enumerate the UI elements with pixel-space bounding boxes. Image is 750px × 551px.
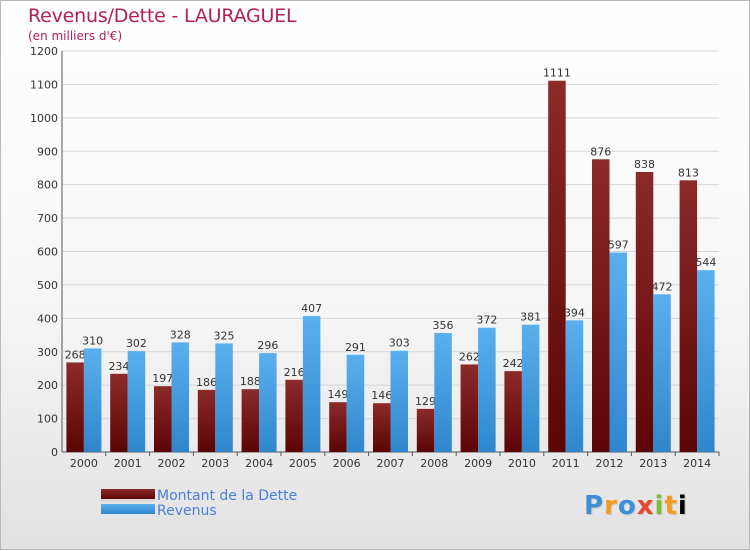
bar-revenue-2005 xyxy=(302,315,321,452)
data-label-revenue-2000: 310 xyxy=(82,334,103,347)
bar-debt-2002 xyxy=(154,386,172,452)
x-tick-label: 2006 xyxy=(333,457,361,470)
bar-debt-2011 xyxy=(548,80,566,452)
x-tick-label: 2003 xyxy=(201,457,229,470)
y-tick-label: 300 xyxy=(37,346,58,359)
bar-debt-2006 xyxy=(329,402,347,452)
x-tick-label: 2012 xyxy=(596,457,624,470)
data-label-revenue-2013: 472 xyxy=(652,280,673,293)
bar-revenue-2012 xyxy=(609,252,627,452)
bar-debt-2004 xyxy=(241,389,260,452)
data-label-debt-2006: 149 xyxy=(327,388,348,401)
x-tick-label: 2014 xyxy=(683,457,711,470)
y-tick-label: 900 xyxy=(37,145,58,158)
data-label-revenue-2006: 291 xyxy=(345,341,366,354)
bar-revenue-2004 xyxy=(259,353,277,452)
x-tick-label: 2013 xyxy=(639,457,667,470)
data-label-debt-2007: 146 xyxy=(371,389,392,402)
bar-debt-2005 xyxy=(285,379,303,452)
data-label-revenue-2008: 356 xyxy=(433,319,454,332)
data-label-revenue-2011: 394 xyxy=(564,306,585,319)
bar-debt-2001 xyxy=(110,373,128,452)
y-tick-label: 500 xyxy=(37,279,58,292)
bar-revenue-2000 xyxy=(83,348,102,452)
proxiti-logo: Proxiti xyxy=(584,491,688,521)
y-tick-label: 700 xyxy=(37,212,58,225)
data-label-debt-2000: 268 xyxy=(65,348,86,361)
bar-revenue-2006 xyxy=(346,354,365,452)
bar-debt-2012 xyxy=(592,159,610,452)
bar-debt-2010 xyxy=(504,371,522,452)
data-label-debt-2013: 838 xyxy=(634,158,655,171)
bar-debt-2007 xyxy=(373,403,391,452)
data-label-revenue-2010: 381 xyxy=(520,311,541,324)
bar-revenue-2001 xyxy=(127,351,146,452)
data-label-debt-2003: 186 xyxy=(196,376,217,389)
bar-revenue-2011 xyxy=(565,320,584,452)
data-label-debt-2014: 813 xyxy=(678,166,699,179)
bar-debt-2009 xyxy=(460,364,479,452)
legend-swatch-debt xyxy=(101,489,155,499)
x-tick-label: 2011 xyxy=(552,457,580,470)
x-tick-label: 2002 xyxy=(158,457,186,470)
data-label-revenue-2002: 328 xyxy=(170,328,191,341)
bar-revenue-2008 xyxy=(434,333,452,452)
legend-swatch-revenue xyxy=(101,504,155,514)
x-tick-label: 2000 xyxy=(70,457,98,470)
bar-debt-2013 xyxy=(635,171,654,453)
data-label-debt-2004: 188 xyxy=(240,375,261,388)
x-tick-label: 2010 xyxy=(508,457,536,470)
y-tick-label: 400 xyxy=(37,312,58,325)
y-tick-label: 100 xyxy=(37,413,58,426)
y-tick-label: 1000 xyxy=(30,112,58,125)
legend-label-revenue: Revenus xyxy=(157,503,217,519)
x-tick-label: 2009 xyxy=(464,457,492,470)
y-tick-label: 800 xyxy=(37,179,58,192)
data-label-revenue-2009: 372 xyxy=(476,314,497,327)
x-tick-label: 2001 xyxy=(114,457,142,470)
legend-label-debt: Montant de la Dette xyxy=(157,488,297,504)
chart-title: Revenus/Dette - LAURAGUEL xyxy=(28,5,297,27)
x-tick-label: 2008 xyxy=(420,457,448,470)
bar-revenue-2003 xyxy=(215,343,233,452)
data-label-debt-2011: 1111 xyxy=(543,67,571,80)
bar-revenue-2014 xyxy=(697,270,715,452)
bar-debt-2014 xyxy=(679,180,698,452)
data-label-revenue-2001: 302 xyxy=(126,337,147,350)
data-label-debt-2001: 234 xyxy=(108,360,129,373)
x-tick-label: 2007 xyxy=(377,457,405,470)
bar-debt-2000 xyxy=(66,362,84,452)
data-label-revenue-2014: 544 xyxy=(695,256,716,269)
data-label-revenue-2003: 325 xyxy=(214,329,235,342)
data-label-revenue-2005: 407 xyxy=(301,302,322,315)
data-label-debt-2005: 216 xyxy=(284,366,305,379)
data-label-debt-2008: 129 xyxy=(415,395,436,408)
bar-revenue-2009 xyxy=(478,327,496,452)
bar-debt-2008 xyxy=(416,408,435,452)
data-label-revenue-2012: 597 xyxy=(608,239,629,252)
legend-swatch-separator xyxy=(101,499,155,502)
y-tick-label: 0 xyxy=(51,446,58,459)
data-label-debt-2002: 197 xyxy=(152,372,173,385)
data-label-revenue-2007: 303 xyxy=(389,337,410,350)
y-tick-label: 1100 xyxy=(30,78,58,91)
data-label-debt-2012: 876 xyxy=(590,145,611,158)
x-tick-label: 2004 xyxy=(245,457,273,470)
y-tick-label: 1200 xyxy=(30,45,58,58)
bar-revenue-2010 xyxy=(521,324,540,452)
chart-subtitle: (en milliers d'€) xyxy=(28,29,123,43)
bar-revenue-2007 xyxy=(390,350,408,452)
bar-debt-2003 xyxy=(197,389,216,452)
y-tick-label: 600 xyxy=(37,246,58,259)
data-label-debt-2010: 242 xyxy=(503,357,524,370)
data-label-revenue-2004: 296 xyxy=(257,339,278,352)
data-label-debt-2009: 262 xyxy=(459,350,480,363)
bar-revenue-2013 xyxy=(653,294,671,452)
x-tick-label: 2005 xyxy=(289,457,317,470)
bar-revenue-2002 xyxy=(171,342,189,452)
y-tick-label: 200 xyxy=(37,379,58,392)
